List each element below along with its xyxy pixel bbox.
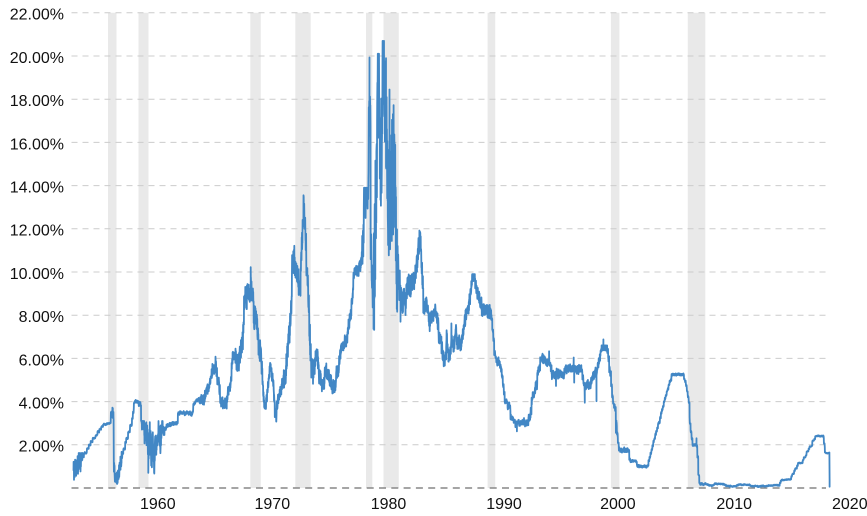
svg-text:1990: 1990 <box>486 496 522 513</box>
svg-text:10.00%: 10.00% <box>10 266 64 283</box>
svg-text:1980: 1980 <box>371 496 407 513</box>
svg-text:22.00%: 22.00% <box>10 7 64 24</box>
svg-text:18.00%: 18.00% <box>10 93 64 110</box>
svg-text:2000: 2000 <box>600 496 636 513</box>
svg-text:6.00%: 6.00% <box>19 352 64 369</box>
svg-text:2020: 2020 <box>832 496 867 513</box>
svg-text:4.00%: 4.00% <box>19 396 64 413</box>
svg-text:20.00%: 20.00% <box>10 50 64 67</box>
svg-text:16.00%: 16.00% <box>10 136 64 153</box>
svg-text:12.00%: 12.00% <box>10 223 64 240</box>
svg-text:1960: 1960 <box>140 496 176 513</box>
svg-text:14.00%: 14.00% <box>10 180 64 197</box>
svg-text:2.00%: 2.00% <box>19 439 64 456</box>
svg-text:8.00%: 8.00% <box>19 309 64 326</box>
svg-text:1970: 1970 <box>255 496 291 513</box>
svg-text:2010: 2010 <box>716 496 752 513</box>
